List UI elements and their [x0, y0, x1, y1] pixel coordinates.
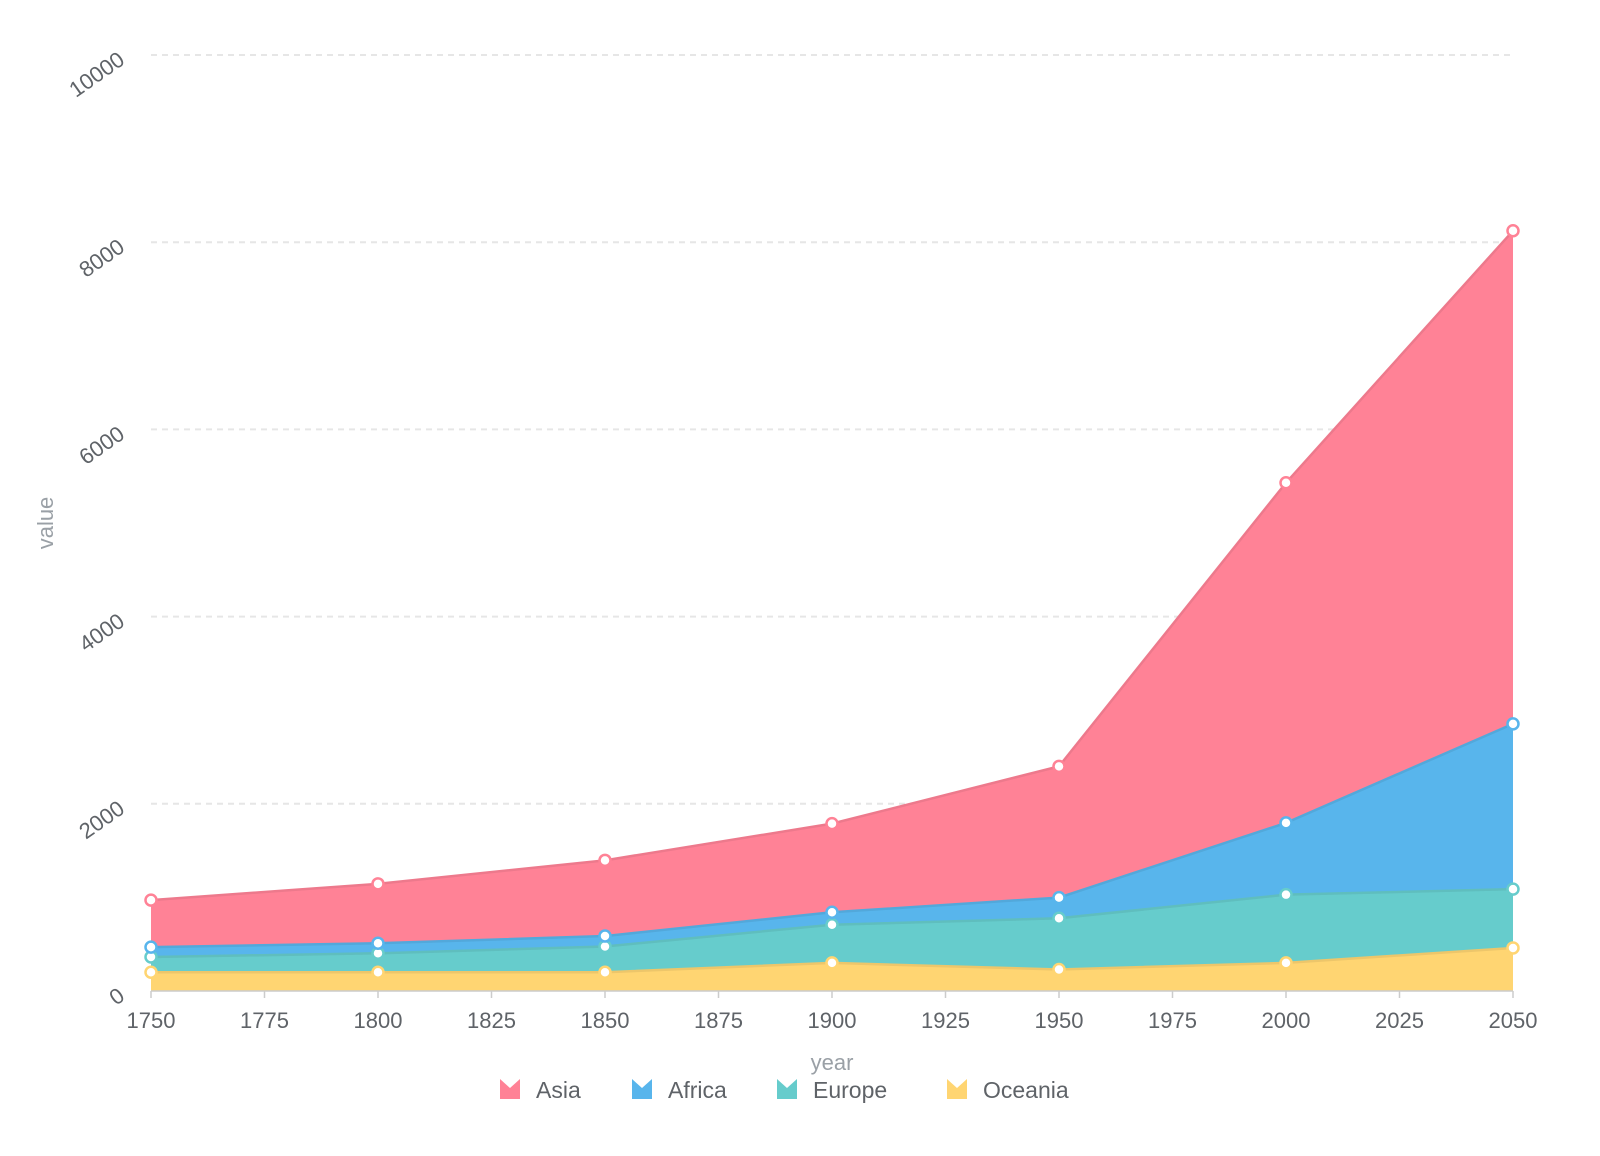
y-axis-title: value: [33, 497, 58, 550]
legend: Asia Africa Europe Oceania: [500, 1077, 1069, 1103]
legend-label-africa: Africa: [668, 1077, 727, 1103]
x-tick-label-1950: 1950: [1035, 1008, 1084, 1033]
legend-marker-europe: [777, 1079, 797, 1099]
y-tick-label-8000: 8000: [74, 234, 128, 283]
point-africa-2000[interactable]: [1279, 816, 1293, 830]
x-axis-title: year: [811, 1050, 854, 1075]
point-europe-1900[interactable]: [825, 917, 839, 932]
x-tick-label-1875: 1875: [694, 1008, 743, 1033]
point-asia-1950[interactable]: [1052, 759, 1066, 774]
point-europe-2050[interactable]: [1506, 882, 1520, 896]
point-oceania-2000[interactable]: [1279, 956, 1293, 970]
x-tick-label-1850: 1850: [581, 1008, 630, 1033]
point-oceania-1950[interactable]: [1052, 962, 1066, 977]
point-africa-1750[interactable]: [144, 940, 158, 954]
legend-marker-oceania: [947, 1079, 967, 1099]
x-tick-label-1775: 1775: [240, 1008, 289, 1033]
y-tick-label-0: 0: [104, 983, 128, 1011]
point-oceania-1800[interactable]: [371, 965, 385, 980]
legend-label-oceania: Oceania: [983, 1077, 1069, 1103]
point-oceania-1850[interactable]: [598, 965, 612, 980]
x-tick-label-2000: 2000: [1262, 1008, 1311, 1033]
y-tick-label-6000: 6000: [74, 421, 128, 470]
x-tick-label-1900: 1900: [808, 1008, 857, 1033]
y-tick-label-4000: 4000: [74, 608, 128, 657]
legend-marker-asia: [500, 1079, 520, 1099]
x-tick-label-1925: 1925: [921, 1008, 970, 1033]
legend-item-asia[interactable]: Asia: [500, 1077, 581, 1103]
x-tick-label-2025: 2025: [1375, 1008, 1424, 1033]
point-africa-1900[interactable]: [825, 905, 839, 920]
point-asia-1800[interactable]: [371, 877, 385, 891]
area-asia: [151, 230, 1513, 948]
point-oceania-2050[interactable]: [1506, 941, 1520, 955]
legend-item-oceania[interactable]: Oceania: [947, 1077, 1069, 1103]
point-europe-1950[interactable]: [1052, 911, 1066, 926]
legend-marker-africa: [632, 1079, 652, 1099]
x-tick-label-1975: 1975: [1148, 1008, 1197, 1033]
point-africa-1950[interactable]: [1052, 890, 1066, 905]
point-asia-2000[interactable]: [1279, 476, 1293, 490]
point-africa-1850[interactable]: [598, 929, 612, 943]
point-africa-2050[interactable]: [1506, 717, 1520, 731]
area-africa: [151, 723, 1513, 958]
point-oceania-1750[interactable]: [144, 965, 158, 980]
legend-item-africa[interactable]: Africa: [632, 1077, 727, 1103]
y-tick-label-2000: 2000: [74, 795, 128, 844]
data-points: [144, 224, 1520, 980]
point-europe-2000[interactable]: [1279, 887, 1293, 902]
legend-label-asia: Asia: [536, 1077, 581, 1103]
x-tick-label-2050: 2050: [1489, 1008, 1538, 1033]
x-tick-label-1750: 1750: [127, 1008, 176, 1033]
point-oceania-1900[interactable]: [825, 956, 839, 970]
point-asia-1750[interactable]: [144, 893, 158, 907]
point-asia-1850[interactable]: [598, 853, 612, 868]
legend-label-europe: Europe: [813, 1077, 887, 1103]
axes: 1750 1775 1800 1825 1850 1875 1900 1925 1950 1975…: [64, 47, 1537, 1033]
area-series: [151, 230, 1513, 991]
x-tick-label-1825: 1825: [467, 1008, 516, 1033]
legend-item-europe[interactable]: Europe: [777, 1077, 887, 1103]
x-tick-label-1800: 1800: [354, 1008, 403, 1033]
y-tick-label-10000: 10000: [64, 47, 128, 103]
point-asia-1900[interactable]: [825, 816, 839, 831]
point-asia-2050[interactable]: [1506, 224, 1520, 238]
point-africa-1800[interactable]: [371, 936, 385, 951]
